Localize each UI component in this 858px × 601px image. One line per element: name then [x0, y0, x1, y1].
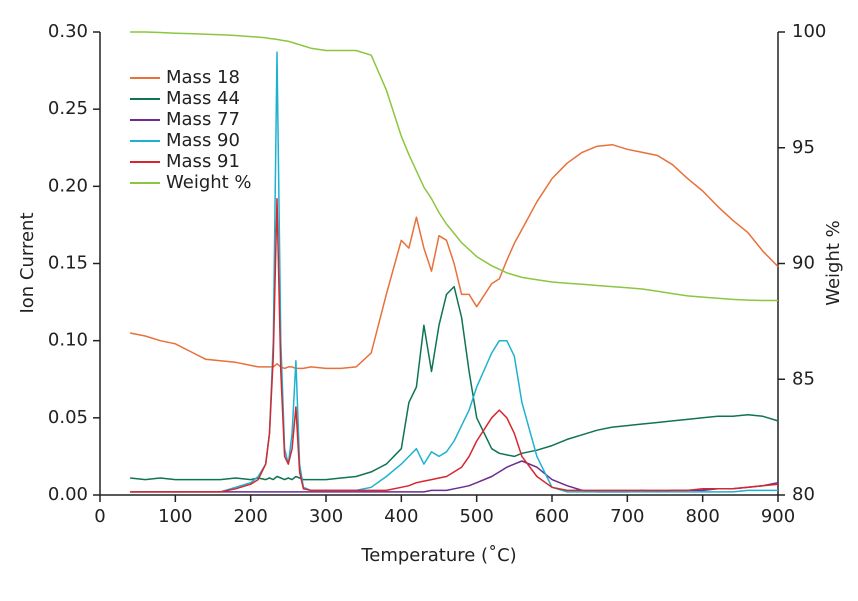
series-line — [130, 197, 779, 493]
y2-tick-label: 95 — [792, 137, 815, 158]
legend-label: Mass 90 — [166, 130, 240, 151]
x-tick-label: 200 — [233, 506, 267, 527]
y2-axis-label: Weight % — [823, 220, 844, 306]
y-tick-label: 0.30 — [48, 21, 88, 42]
series-line — [130, 460, 779, 493]
legend-label: Mass 18 — [166, 67, 240, 88]
y2-tick-label: 100 — [792, 21, 826, 42]
legend-label: Mass 77 — [166, 109, 240, 130]
x-tick-label: 400 — [384, 506, 418, 527]
x-tick-label: 900 — [761, 506, 795, 527]
y-tick-label: 0.20 — [48, 175, 88, 196]
x-tick-label: 800 — [685, 506, 719, 527]
legend-label: Mass 91 — [166, 151, 240, 172]
series-line — [129, 143, 779, 370]
y-tick-label: 0.00 — [48, 484, 88, 505]
y2-tick-label: 80 — [792, 484, 815, 505]
y-tick-label: 0.05 — [48, 407, 88, 428]
x-tick-label: 600 — [535, 506, 569, 527]
legend-label: Weight % — [166, 172, 252, 193]
y-tick-label: 0.25 — [48, 98, 88, 119]
x-tick-label: 700 — [610, 506, 644, 527]
x-axis-label: Temperature (˚C) — [360, 545, 516, 566]
series-line — [130, 31, 778, 302]
y-tick-label: 0.10 — [48, 330, 88, 351]
y-tick-label: 0.15 — [48, 253, 88, 274]
y-axis-label: Ion Current — [17, 212, 38, 313]
x-tick-label: 300 — [309, 506, 343, 527]
legend-label: Mass 44 — [166, 88, 240, 109]
y2-tick-label: 90 — [792, 253, 815, 274]
y2-tick-label: 85 — [792, 368, 815, 389]
x-tick-label: 0 — [94, 506, 105, 527]
x-tick-label: 500 — [459, 506, 493, 527]
series-line — [130, 285, 779, 481]
x-tick-label: 100 — [158, 506, 192, 527]
